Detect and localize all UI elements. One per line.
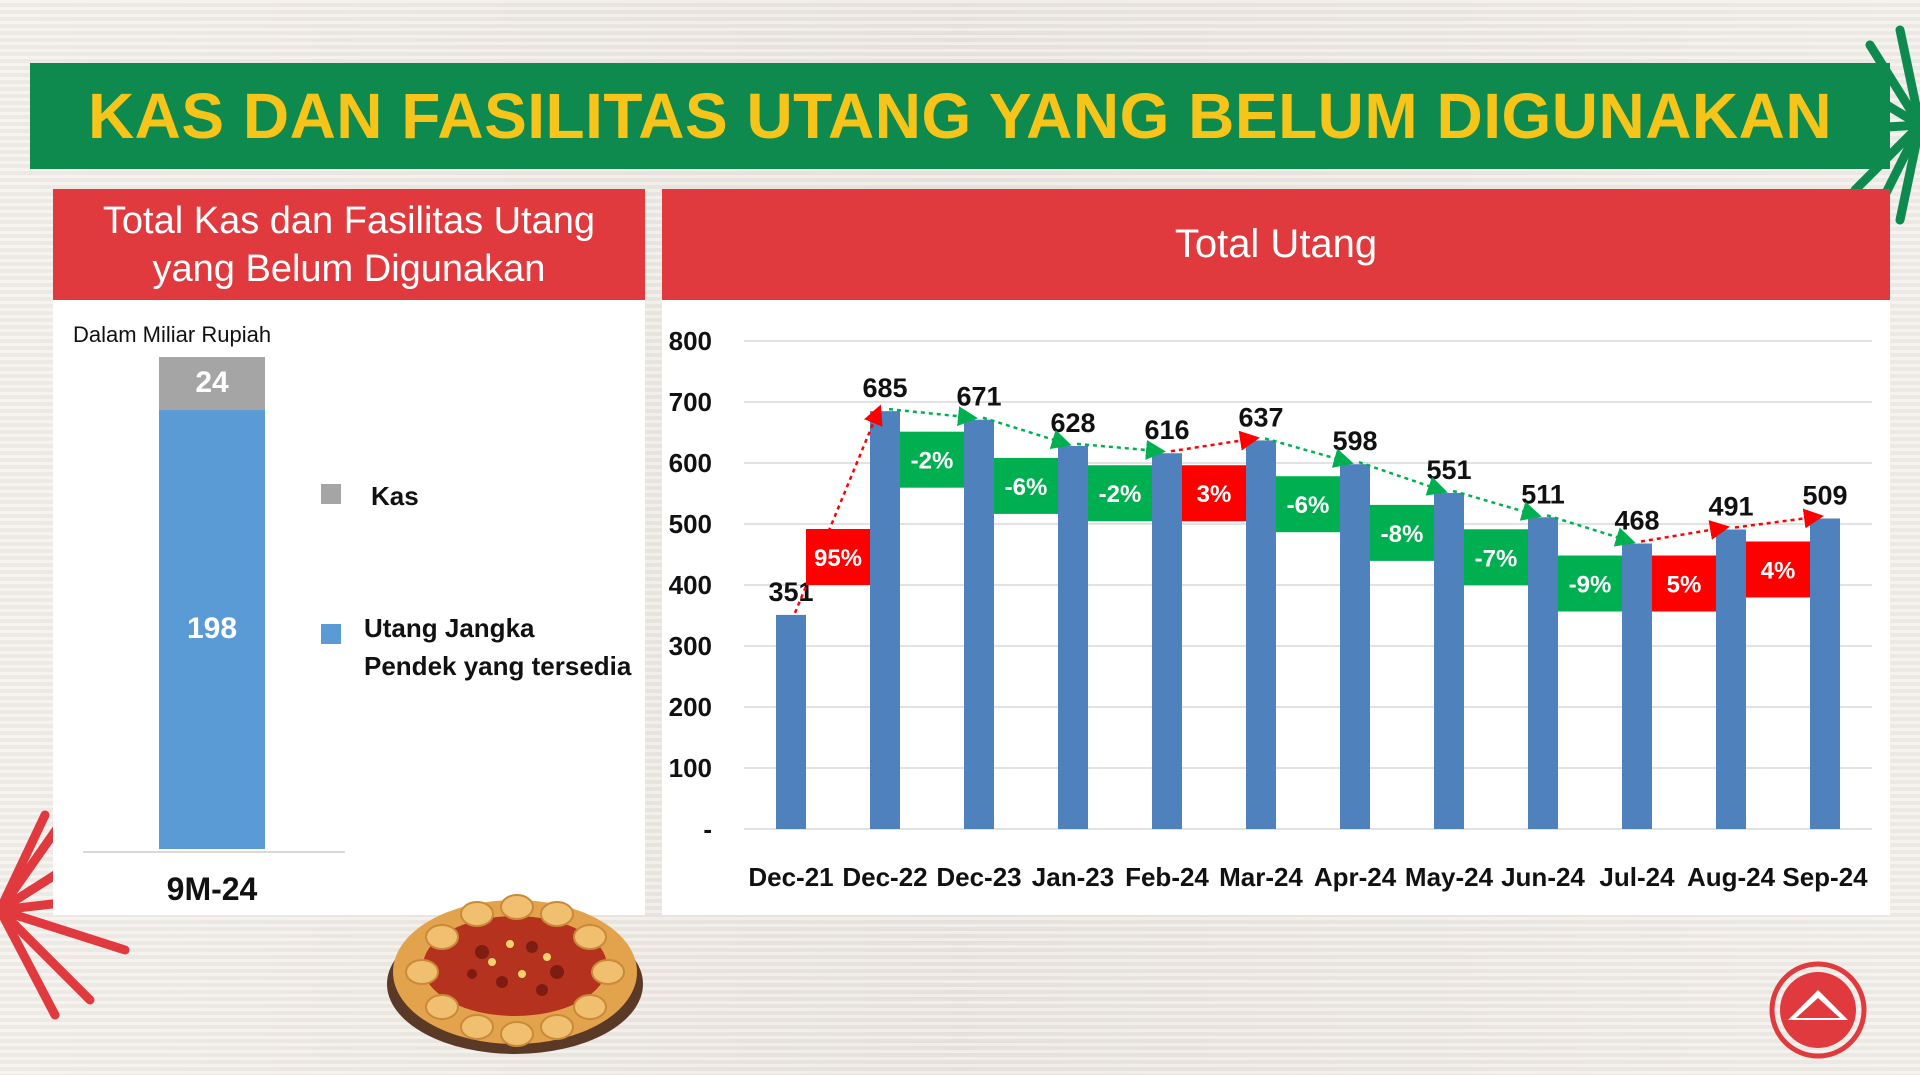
title-bar: KAS DAN FASILITAS UTANG YANG BELUM DIGUN… [30, 63, 1890, 169]
right-chart-panel: Total Utang -100 200 300 400 500 600 700 800 351… [662, 189, 1890, 915]
value-label: 616 [1144, 415, 1189, 445]
legend-label-utang: Utang Jangka Pendek yang tersedia [364, 613, 632, 681]
bar [1434, 492, 1464, 829]
legend-swatch-kas [321, 484, 341, 504]
category-label: Feb-24 [1125, 862, 1209, 892]
change-badge-label: -9% [1569, 572, 1612, 599]
change-badge [806, 529, 870, 585]
left-panel-title: Total Kas dan Fasilitas Utang yang Belum… [53, 189, 645, 300]
change-badge [1558, 555, 1622, 612]
category-label-9m24: 9M-24 [166, 871, 258, 907]
y-tick-label: 800 [669, 326, 712, 356]
value-label: 551 [1426, 455, 1471, 485]
bar [1622, 543, 1652, 829]
slide-title: KAS DAN FASILITAS UTANG YANG BELUM DIGUN… [87, 80, 1833, 152]
bar [1810, 518, 1840, 829]
bar [964, 419, 994, 829]
change-arrow [1452, 489, 1542, 521]
change-badge [1182, 465, 1246, 522]
bar [1528, 517, 1558, 829]
bar [1716, 529, 1746, 829]
change-badge [1746, 541, 1810, 598]
change-arrow [1358, 461, 1448, 496]
change-badge [1276, 476, 1340, 533]
change-badge-label: -2% [911, 448, 954, 475]
change-badge [1088, 465, 1152, 522]
value-label: 671 [956, 382, 1001, 412]
category-label: Dec-23 [936, 862, 1021, 892]
category-label: Apr-24 [1314, 862, 1397, 892]
y-tick-label: - [703, 814, 712, 844]
bar [1152, 453, 1182, 829]
category-label: May-24 [1405, 862, 1494, 892]
value-label: 491 [1708, 491, 1753, 521]
bar [1246, 440, 1276, 829]
value-label: 509 [1802, 481, 1847, 511]
category-label: Aug-24 [1687, 862, 1776, 892]
change-badge-label: -8% [1381, 521, 1424, 548]
right-panel-title: Total Utang [662, 189, 1890, 300]
bar [1340, 464, 1370, 829]
unit-note: Dalam Miliar Rupiah [73, 322, 272, 347]
y-tick-label: 700 [669, 387, 712, 417]
category-label: Dec-21 [748, 862, 833, 892]
value-label: 468 [1614, 506, 1659, 536]
value-label: 685 [862, 373, 907, 403]
change-arrow [1640, 520, 1730, 543]
total-utang-chart: -100200300400500600700800351Dec-21685Dec… [669, 326, 1872, 892]
category-label: Sep-24 [1782, 862, 1868, 892]
legend-swatch-utang [321, 624, 341, 644]
y-tick-label: 500 [669, 509, 712, 539]
y-tick-label: 200 [669, 692, 712, 722]
change-badge-label: -6% [1005, 474, 1048, 501]
left-chart-baseline [83, 851, 345, 853]
bar [1058, 445, 1088, 829]
bar [776, 614, 806, 829]
category-label: Dec-22 [842, 862, 927, 892]
change-arrow [1264, 437, 1354, 468]
legend-label-kas: Kas [371, 481, 419, 511]
category-label: Mar-24 [1219, 862, 1303, 892]
bar-kas-9m24 [159, 357, 265, 411]
bar-utang-jangka-pendek-9m24 [159, 410, 265, 849]
change-badge [1652, 555, 1716, 612]
pizza-image [387, 894, 643, 1054]
category-label: Jan-23 [1032, 862, 1114, 892]
change-badge [1464, 529, 1528, 586]
change-badge-label: -2% [1099, 481, 1142, 508]
change-badge [900, 431, 964, 488]
value-label: 511 [1521, 479, 1565, 509]
change-badge-label: 3% [1197, 481, 1232, 508]
left-chart-panel: Total Kas dan Fasilitas Utang yang Belum… [53, 189, 645, 915]
category-label: Jul-24 [1599, 862, 1675, 892]
value-label: 598 [1332, 426, 1377, 456]
y-tick-label: 600 [669, 448, 712, 478]
change-badge-label: -6% [1287, 492, 1330, 519]
pizza-hut-logo [1769, 961, 1867, 1059]
change-badge-label: -7% [1475, 545, 1518, 572]
change-badge [994, 457, 1058, 514]
value-label: 628 [1050, 408, 1095, 438]
y-tick-label: 300 [669, 631, 712, 661]
change-arrow [1170, 430, 1260, 453]
bar [870, 411, 900, 829]
category-label: Jun-24 [1501, 862, 1585, 892]
data-label-kas: 24 [195, 365, 229, 399]
value-label: 637 [1238, 402, 1283, 432]
change-badge-label: 95% [814, 545, 862, 572]
data-label-utang: 198 [186, 611, 238, 645]
change-badge-label: 4% [1761, 557, 1796, 584]
y-tick-label: 100 [669, 753, 712, 783]
change-arrow [1734, 508, 1824, 529]
y-tick-label: 400 [669, 570, 712, 600]
change-arrow [888, 406, 978, 427]
change-badge [1370, 504, 1434, 561]
change-arrow [982, 416, 1072, 449]
change-arrow [1076, 439, 1166, 460]
change-badge-label: 5% [1667, 572, 1702, 599]
